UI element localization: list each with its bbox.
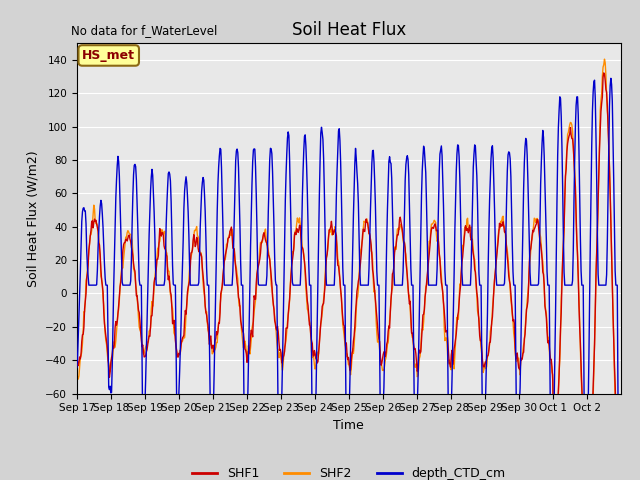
- Line: SHF1: SHF1: [77, 73, 621, 480]
- SHF1: [137, 329, 145, 335]
- SHF2: [435, 252, 443, 257]
- depth_CTD_cm: [607, 75, 614, 81]
- SHF2: [284, 314, 292, 320]
- Y-axis label: Soil Heat Flux (W/m2): Soil Heat Flux (W/m2): [27, 150, 40, 287]
- SHF2: [405, 292, 413, 298]
- depth_CTD_cm: [264, 243, 271, 249]
- depth_CTD_cm: [284, 129, 292, 135]
- Text: HS_met: HS_met: [82, 49, 135, 62]
- depth_CTD_cm: [435, 168, 443, 174]
- SHF1: [264, 246, 271, 252]
- SHF2: [601, 56, 609, 62]
- X-axis label: Time: Time: [333, 419, 364, 432]
- SHF1: [237, 318, 244, 324]
- SHF2: [264, 242, 271, 248]
- SHF1: [405, 294, 413, 300]
- Line: SHF2: SHF2: [77, 59, 621, 480]
- SHF2: [73, 372, 81, 378]
- Legend: SHF1, SHF2, depth_CTD_cm: SHF1, SHF2, depth_CTD_cm: [187, 462, 511, 480]
- SHF1: [284, 312, 292, 317]
- SHF1: [435, 250, 443, 256]
- SHF2: [237, 314, 244, 320]
- Line: depth_CTD_cm: depth_CTD_cm: [77, 78, 621, 480]
- SHF2: [137, 329, 145, 335]
- SHF1: [600, 70, 607, 76]
- Title: Soil Heat Flux: Soil Heat Flux: [292, 21, 406, 39]
- depth_CTD_cm: [617, 475, 625, 480]
- depth_CTD_cm: [73, 365, 81, 371]
- depth_CTD_cm: [405, 172, 413, 178]
- depth_CTD_cm: [237, 259, 244, 265]
- SHF1: [73, 354, 81, 360]
- depth_CTD_cm: [137, 282, 145, 288]
- Text: No data for f_WaterLevel: No data for f_WaterLevel: [72, 24, 218, 37]
